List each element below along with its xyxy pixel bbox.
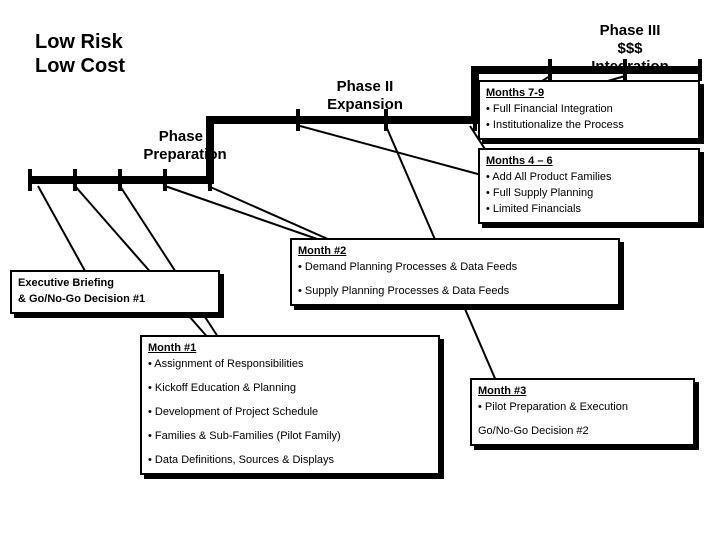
box-exec-b1: & Go/No-Go Decision #1 [18, 292, 212, 308]
box-m79-b2: • Institutionalize the Process [486, 118, 692, 134]
spacer [298, 276, 612, 284]
box-m1-b3: • Development of Project Schedule [148, 405, 432, 421]
box-m46-b1: • Add All Product Families [486, 170, 692, 186]
box-m46-b2: • Full Supply Planning [486, 186, 692, 202]
box-m1-b5: • Data Definitions, Sources & Displays [148, 453, 432, 469]
box-m1-b4: • Families & Sub-Families (Pilot Family) [148, 429, 432, 445]
spacer [478, 416, 687, 424]
box-m1-hdr: Month #1 [148, 341, 432, 357]
box-month-2: Month #2 • Demand Planning Processes & D… [290, 238, 620, 306]
box-m3-b1: • Pilot Preparation & Execution [478, 400, 687, 416]
box-m46-b3: • Limited Financials [486, 202, 692, 218]
box-m1-b1: • Assignment of Responsibilities [148, 357, 432, 373]
box-m46-hdr: Months 4 – 6 [486, 154, 692, 170]
box-m3-b2: Go/No-Go Decision #2 [478, 424, 687, 440]
box-m1-b2: • Kickoff Education & Planning [148, 381, 432, 397]
box-m79-hdr: Months 7-9 [486, 86, 692, 102]
box-m2-b1: • Demand Planning Processes & Data Feeds [298, 260, 612, 276]
spacer [148, 421, 432, 429]
box-month-3: Month #3 • Pilot Preparation & Execution… [470, 378, 695, 446]
spacer [148, 373, 432, 381]
box-months-4-6: Months 4 – 6 • Add All Product Families … [478, 148, 700, 224]
box-m79-b1: • Full Financial Integration [486, 102, 692, 118]
box-m2-b2: • Supply Planning Processes & Data Feeds [298, 284, 612, 300]
box-exec-briefing: Executive Briefing & Go/No-Go Decision #… [10, 270, 220, 314]
box-months-7-9: Months 7-9 • Full Financial Integration … [478, 80, 700, 140]
box-month-1: Month #1 • Assignment of Responsibilitie… [140, 335, 440, 475]
box-exec-hdr: Executive Briefing [18, 276, 212, 292]
spacer [148, 397, 432, 405]
box-m3-hdr: Month #3 [478, 384, 687, 400]
spacer [148, 445, 432, 453]
box-m2-hdr: Month #2 [298, 244, 612, 260]
